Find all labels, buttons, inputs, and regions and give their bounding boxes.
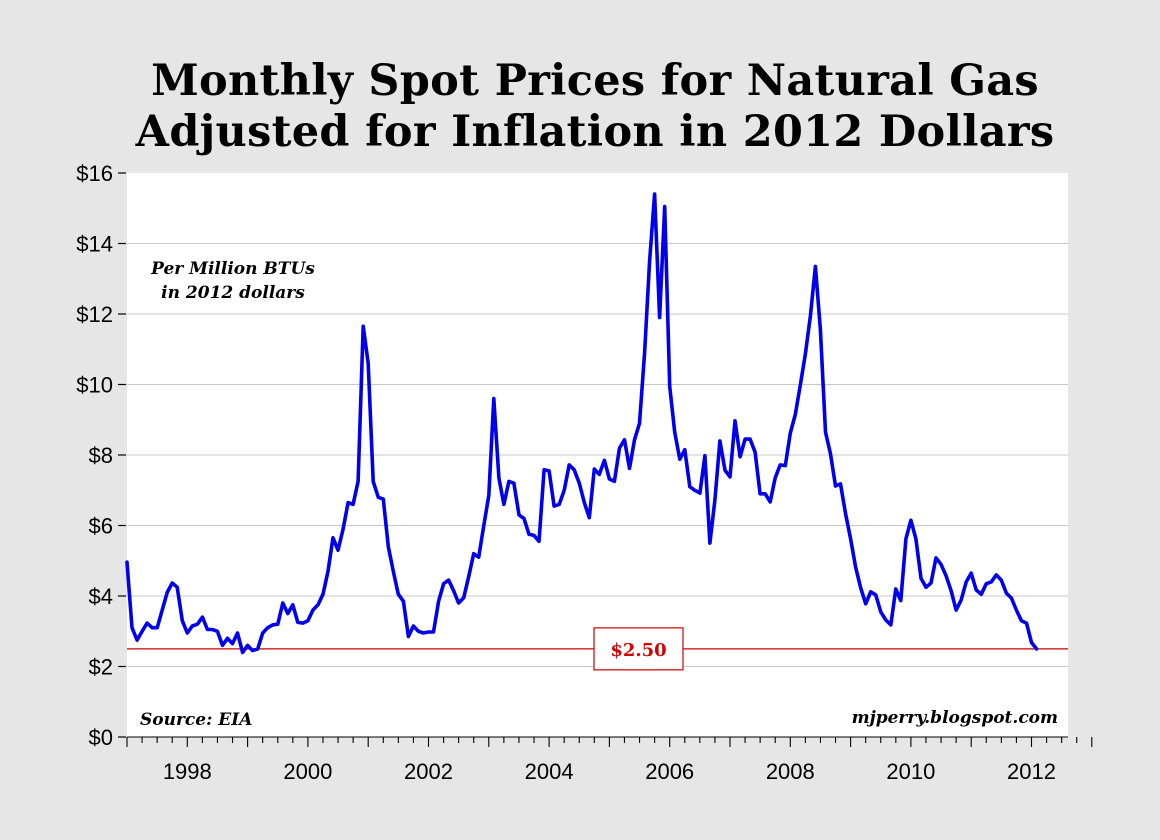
xtick-label: 2000: [283, 759, 332, 784]
chart-title: Monthly Spot Prices for Natural Gas Adju…: [0, 56, 1160, 158]
reference-line-group: $2.50: [127, 627, 1068, 671]
chart-title-line-2: Adjusted for Inflation in 2012 Dollars: [135, 107, 1055, 157]
credit-annotation: mjperry.blogspot.com: [852, 708, 1058, 728]
series-group: [125, 192, 1039, 655]
ytick-label: $12: [76, 302, 113, 327]
xtick-label: 1998: [163, 759, 212, 784]
reference-callout-label: $2.50: [610, 640, 666, 661]
xtick-label: 2004: [525, 759, 574, 784]
ytick-label: $14: [76, 232, 113, 257]
ytick-label: $6: [89, 514, 113, 539]
ytick-label: $0: [89, 725, 113, 750]
units-annotation-line-2: in 2012 dollars: [161, 283, 305, 303]
xtick-label: 2012: [1007, 759, 1056, 784]
ytick-label: $8: [89, 443, 113, 468]
ytick-label: $2: [89, 655, 113, 680]
ytick-label: $16: [76, 161, 113, 186]
source-annotation: Source: EIA: [140, 710, 252, 730]
series-line: [125, 192, 1039, 655]
xtick-label: 2010: [886, 759, 935, 784]
chart-title-line-1: Monthly Spot Prices for Natural Gas: [151, 56, 1039, 106]
annotations: Per Million BTUs in 2012 dollars Source:…: [140, 259, 1058, 730]
xtick-label: 2006: [645, 759, 694, 784]
reference-callout-box: [593, 627, 684, 671]
xtick-label: 2002: [404, 759, 453, 784]
units-annotation-line-1: Per Million BTUs: [150, 259, 315, 279]
ytick-label: $10: [76, 373, 113, 398]
axes: $0 $2 $4 $6 $8 $10 $12 $14 $16 1998 2000 2002 2004 20…: [76, 161, 1093, 784]
xtick-label: 2008: [766, 759, 815, 784]
ytick-label: $4: [89, 584, 113, 609]
gridlines: [127, 243, 1068, 667]
